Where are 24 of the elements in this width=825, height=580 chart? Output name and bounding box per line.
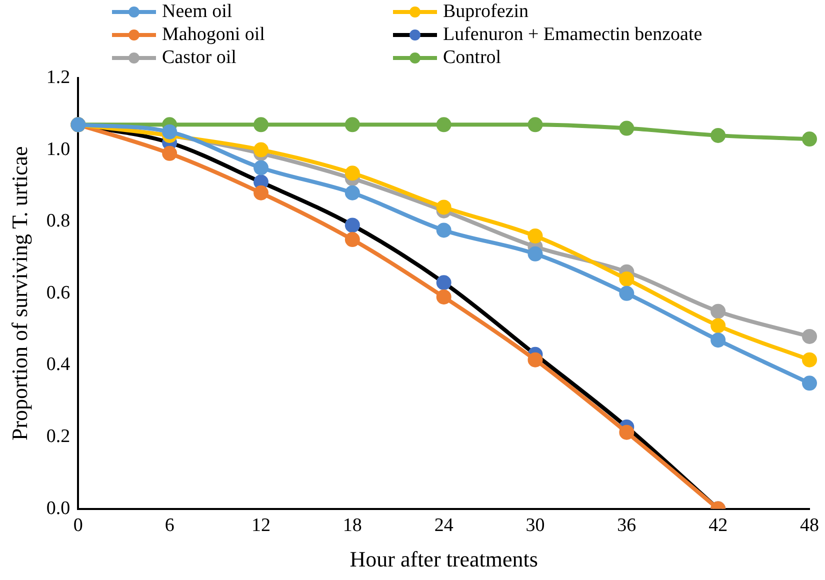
y-tick-label: 1.0 xyxy=(46,138,70,160)
x-tick-label: 42 xyxy=(708,515,728,536)
legend-label: Buprofezin xyxy=(443,0,529,22)
x-tick-label: 0 xyxy=(73,515,83,536)
y-tick-label: 1.2 xyxy=(46,66,70,88)
legend-label: Mahogoni oil xyxy=(162,24,265,45)
y-tick-label: 0.8 xyxy=(46,210,70,232)
legend-label: Castor oil xyxy=(162,46,236,68)
x-axis-title: Hour after treatments xyxy=(350,546,538,572)
y-tick-label: 0.4 xyxy=(46,354,71,376)
x-tick-label: 30 xyxy=(526,515,545,536)
x-tick-label: 36 xyxy=(617,515,636,536)
legend-label: Lufenuron + Emamectin benzoate xyxy=(443,24,702,45)
x-tick-label: 24 xyxy=(434,515,454,536)
y-tick-label: 0.2 xyxy=(46,426,70,447)
y-axis-title: Proportion of surviving T. urticae xyxy=(6,146,32,441)
legend-label: Neem oil xyxy=(162,0,232,22)
y-tick-label: 0.6 xyxy=(46,282,70,304)
y-tick-label: 0.0 xyxy=(46,498,70,519)
x-tick-label: 18 xyxy=(342,515,362,536)
x-tick-label: 12 xyxy=(251,515,270,536)
x-tick-label: 6 xyxy=(164,515,174,536)
x-tick-label: 48 xyxy=(800,515,819,536)
legend-label: Control xyxy=(443,46,502,68)
